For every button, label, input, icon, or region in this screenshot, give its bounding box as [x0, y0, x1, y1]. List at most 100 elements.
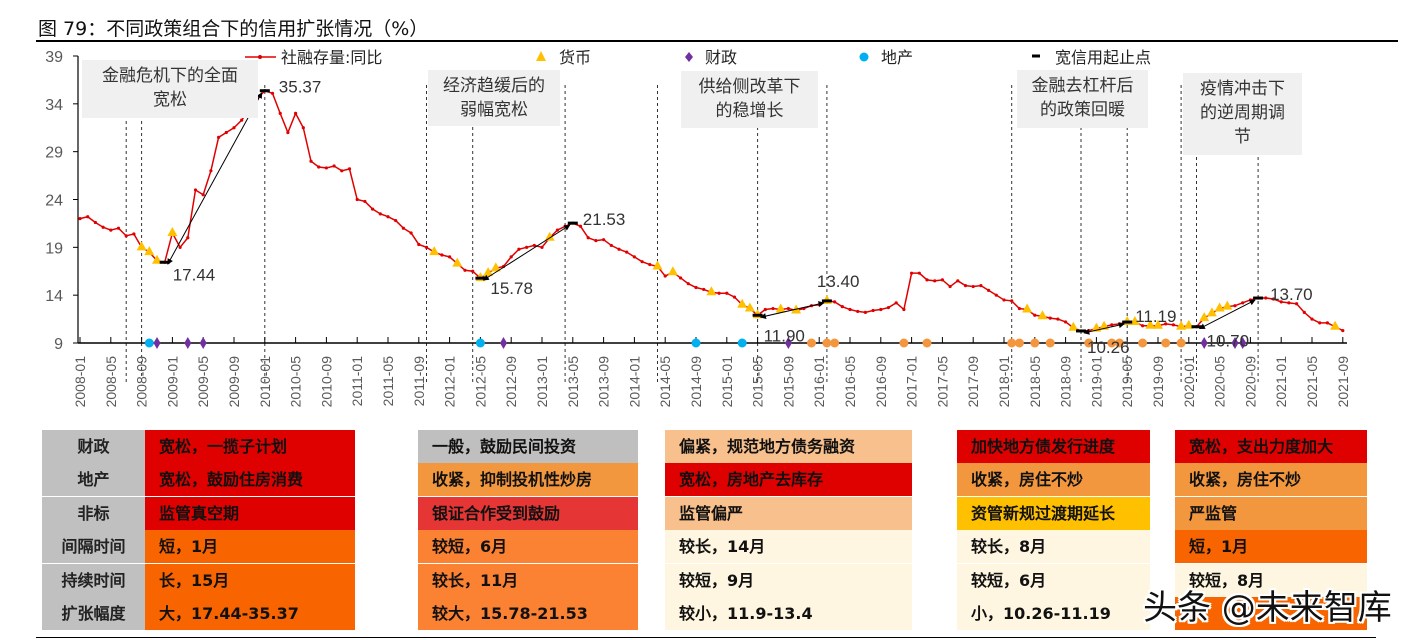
x-tick-label: 2020-09	[1242, 356, 1258, 408]
table-cell: 较短，6月	[957, 563, 1150, 597]
x-tick-label: 2014-09	[688, 356, 704, 408]
series-point	[1010, 299, 1014, 303]
series-point	[1279, 300, 1283, 304]
series-point	[971, 284, 975, 289]
series-point	[956, 279, 960, 283]
money-marker	[1145, 319, 1156, 329]
property-marker	[475, 338, 485, 348]
series-point	[925, 278, 929, 282]
series-point	[294, 111, 298, 115]
period-annotation: 疫情冲击下 的逆周期调节	[1183, 73, 1302, 155]
fiscal-marker	[153, 337, 161, 349]
property-tightening-marker	[1030, 338, 1040, 348]
property-tightening-marker	[899, 338, 909, 348]
series-point	[463, 268, 467, 272]
series-point	[401, 226, 405, 230]
series-point	[1295, 302, 1299, 306]
table-cell: 小，10.26-11.19	[957, 597, 1150, 630]
x-tick-label: 2013-05	[565, 356, 581, 408]
money-marker	[737, 298, 748, 308]
wide-credit-arrow	[1198, 299, 1256, 330]
wide-credit-label: 11.90	[764, 326, 805, 345]
money-marker	[144, 246, 155, 256]
series-point	[232, 126, 236, 130]
money-marker	[1037, 310, 1048, 320]
series-point	[324, 166, 328, 170]
table-cell: 宽松，房地产去库存	[665, 463, 912, 497]
series-point	[309, 159, 313, 163]
property-tightening-marker	[922, 338, 932, 348]
x-tick-label: 2017-01	[904, 356, 920, 408]
x-tick-label: 2012-09	[503, 356, 519, 408]
bottom-rule	[36, 637, 1376, 638]
series-point	[378, 212, 382, 216]
legend-money-icon	[536, 51, 546, 61]
property-tightening-marker	[822, 338, 832, 348]
legend-series-dot-icon	[258, 55, 262, 59]
series-point	[109, 228, 113, 232]
annotation-line: 的逆周期调	[1200, 103, 1285, 123]
x-tick-label: 2016-09	[873, 356, 889, 408]
y-tick-label: 29	[45, 145, 63, 162]
series-point	[525, 245, 529, 249]
series-point	[694, 285, 698, 290]
table-cell: 监管真空期	[145, 496, 355, 530]
table-cell: 较长，11月	[418, 563, 638, 597]
annotation-line: 弱幅宽松	[460, 100, 528, 120]
series-point	[578, 224, 583, 228]
property-tightening-marker	[1045, 338, 1055, 348]
money-marker	[775, 303, 786, 313]
x-tick-label: 2010-01	[257, 356, 273, 408]
row-label: 持续时间	[42, 563, 145, 597]
money-marker	[1183, 319, 1194, 329]
series-point	[1002, 298, 1006, 302]
row-label: 财政	[42, 430, 145, 463]
table-cell: 短，1月	[145, 530, 355, 564]
row-label: 扩张幅度	[42, 597, 145, 630]
series-point	[1033, 313, 1037, 317]
series-point	[602, 238, 606, 242]
money-marker	[1330, 320, 1341, 330]
series-point	[1341, 328, 1345, 333]
series-point	[1064, 320, 1068, 324]
series-point	[963, 284, 968, 288]
money-marker	[429, 246, 440, 256]
x-tick-label: 2021-09	[1335, 356, 1351, 408]
series-point	[910, 271, 914, 275]
series-point	[1056, 317, 1060, 321]
series-point	[186, 236, 190, 240]
row-label: 地产	[42, 463, 145, 497]
series-point	[270, 91, 275, 95]
fiscal-marker	[1231, 337, 1239, 349]
series-point	[933, 279, 937, 283]
x-tick-label: 2017-05	[934, 356, 950, 408]
table-cell: 较大，15.78-21.53	[418, 597, 638, 630]
x-tick-label: 2010-09	[318, 356, 334, 408]
money-marker	[1222, 300, 1233, 310]
series-point	[686, 282, 690, 286]
series-point	[471, 269, 475, 273]
series-point	[833, 300, 837, 304]
property-marker	[737, 338, 747, 348]
table-cell: 收紧，房住不炒	[957, 463, 1150, 497]
x-tick-label: 2020-05	[1212, 356, 1228, 408]
x-tick-label: 2012-05	[472, 356, 488, 408]
series-point	[917, 271, 921, 275]
series-point	[193, 188, 198, 192]
series-point	[1110, 323, 1114, 327]
series-point	[409, 231, 413, 235]
series-point	[625, 250, 629, 254]
fiscal-marker	[500, 337, 507, 349]
wide-credit-arrow	[167, 92, 263, 265]
x-tick-label: 2018-01	[996, 356, 1012, 408]
money-marker	[706, 286, 717, 296]
y-tick-label: 9	[54, 336, 63, 353]
series-point	[417, 242, 421, 247]
series-point	[301, 126, 305, 130]
wide-credit-label: 13.70	[1270, 285, 1313, 304]
series-point	[948, 284, 952, 289]
line-chart: 39 34 29 24 19 14 9 2008-01 2008-05 2008-09 2009-0…	[45, 48, 1351, 408]
property-tightening-marker	[1014, 338, 1024, 348]
series-point	[871, 308, 875, 313]
series-point	[1233, 304, 1237, 308]
